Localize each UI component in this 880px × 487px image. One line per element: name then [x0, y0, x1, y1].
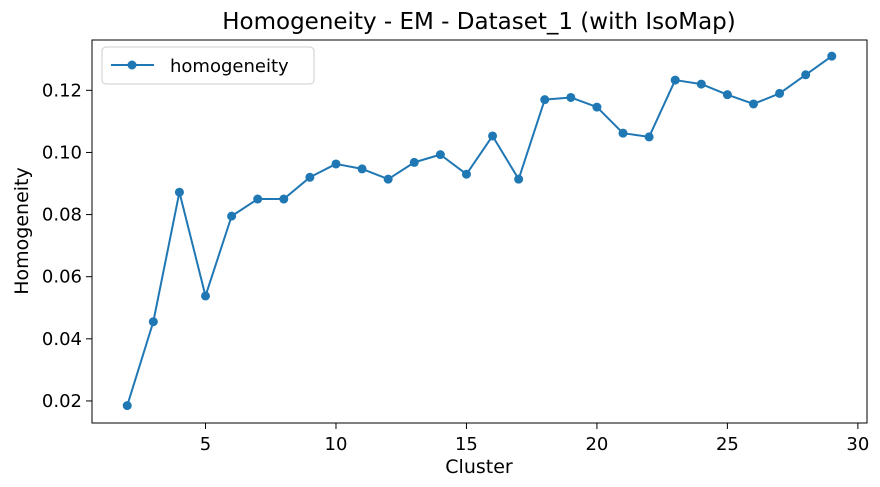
data-point: [540, 95, 550, 105]
data-point: [122, 401, 132, 411]
x-axis-label: Cluster: [445, 456, 513, 478]
data-point: [592, 102, 602, 112]
y-tick-label: 0.06: [42, 267, 82, 288]
data-point: [331, 159, 341, 169]
y-axis-label: Homogeneity: [11, 167, 33, 295]
data-point: [827, 51, 837, 61]
data-point: [435, 150, 445, 160]
plot-area: [122, 51, 837, 411]
x-tick-label: 15: [455, 434, 478, 455]
y-tick-label: 0.12: [42, 80, 82, 101]
data-point: [357, 164, 367, 174]
y-tick-label: 0.10: [42, 142, 82, 163]
data-point: [409, 157, 419, 167]
x-tick-label: 10: [325, 434, 348, 455]
data-point: [644, 132, 654, 142]
data-point: [227, 211, 237, 221]
data-point: [488, 131, 498, 141]
x-tick-label: 30: [846, 434, 869, 455]
x-axis: 5 10 15 20 25 30: [200, 423, 869, 455]
y-tick-label: 0.02: [42, 391, 82, 412]
data-point: [201, 291, 211, 301]
data-point: [618, 128, 628, 138]
series-line-homogeneity: [126, 55, 833, 406]
data-point: [383, 174, 393, 184]
data-point: [279, 194, 289, 204]
data-point: [305, 172, 315, 182]
data-point: [670, 75, 680, 85]
x-tick-label: 20: [585, 434, 608, 455]
x-tick-label: 5: [200, 434, 211, 455]
data-point: [174, 187, 184, 197]
y-tick-label: 0.04: [42, 329, 82, 350]
data-point: [148, 317, 158, 327]
y-tick-label: 0.08: [42, 205, 82, 226]
legend-box: [101, 46, 315, 85]
legend-label: homogeneity: [170, 56, 289, 77]
legend: homogeneity: [101, 46, 315, 85]
data-point: [696, 79, 706, 89]
plot-frame: [91, 39, 868, 424]
chart-title: Homogeneity - EM - Dataset_1 (with IsoMa…: [222, 9, 736, 35]
data-point: [253, 194, 263, 204]
data-point: [722, 90, 732, 100]
data-point: [566, 92, 576, 102]
data-point: [801, 70, 811, 80]
data-point: [748, 99, 758, 109]
x-tick-label: 25: [716, 434, 739, 455]
data-point: [775, 88, 785, 98]
data-point: [514, 174, 524, 184]
legend-marker-swatch: [127, 60, 137, 70]
data-point: [461, 169, 471, 179]
y-axis: 0.02 0.04 0.06 0.08 0.10 0.12: [42, 80, 92, 412]
